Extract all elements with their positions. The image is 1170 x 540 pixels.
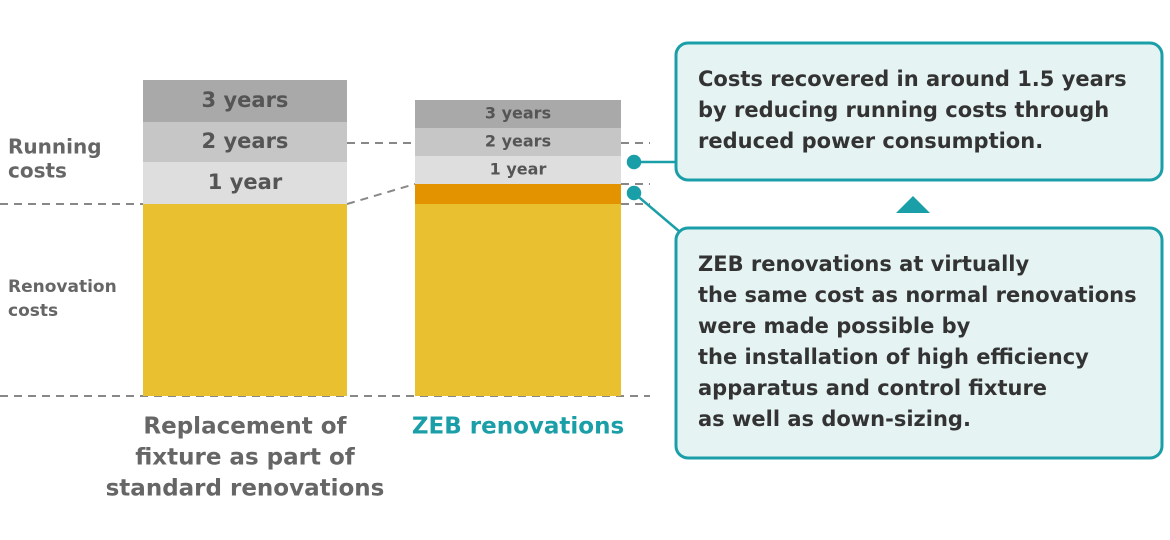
segment-label: 1 year xyxy=(490,160,547,179)
bar-standard xyxy=(143,80,347,396)
callout-text: the installation of high efficiency xyxy=(698,345,1089,369)
callout-box xyxy=(674,41,1164,182)
bar-caption: Replacement of xyxy=(143,414,347,440)
row-label: Renovation xyxy=(8,277,117,297)
segment-label: 3 years xyxy=(202,88,289,112)
callout-box xyxy=(674,226,1164,460)
callout-text: as well as down-sizing. xyxy=(698,407,971,431)
row-label: costs xyxy=(8,301,58,321)
callout-text: apparatus and control fixture xyxy=(698,376,1047,400)
row-label: Running xyxy=(8,135,102,159)
row-label: costs xyxy=(8,159,67,183)
segment-label: 2 years xyxy=(485,132,551,151)
segment-label: 3 years xyxy=(485,104,551,123)
segment-label: 1 year xyxy=(208,170,283,194)
segment-label: 2 years xyxy=(202,129,289,153)
bar-caption: standard renovations xyxy=(106,476,385,502)
callout-text: ZEB renovations at virtually xyxy=(698,252,1029,276)
callout-text: reduced power consumption. xyxy=(698,129,1043,153)
callout-text: were made possible by xyxy=(698,314,971,338)
bar-caption: ZEB renovations xyxy=(412,414,624,440)
callout-text: by reducing running costs through xyxy=(698,98,1109,122)
bar-zeb xyxy=(415,100,621,396)
callout-text: Costs recovered in around 1.5 years xyxy=(698,67,1127,91)
arrow xyxy=(896,196,930,213)
callout-text: the same cost as normal renovations xyxy=(698,283,1137,307)
connectors xyxy=(626,154,681,233)
bar-caption: fixture as part of xyxy=(135,445,356,471)
